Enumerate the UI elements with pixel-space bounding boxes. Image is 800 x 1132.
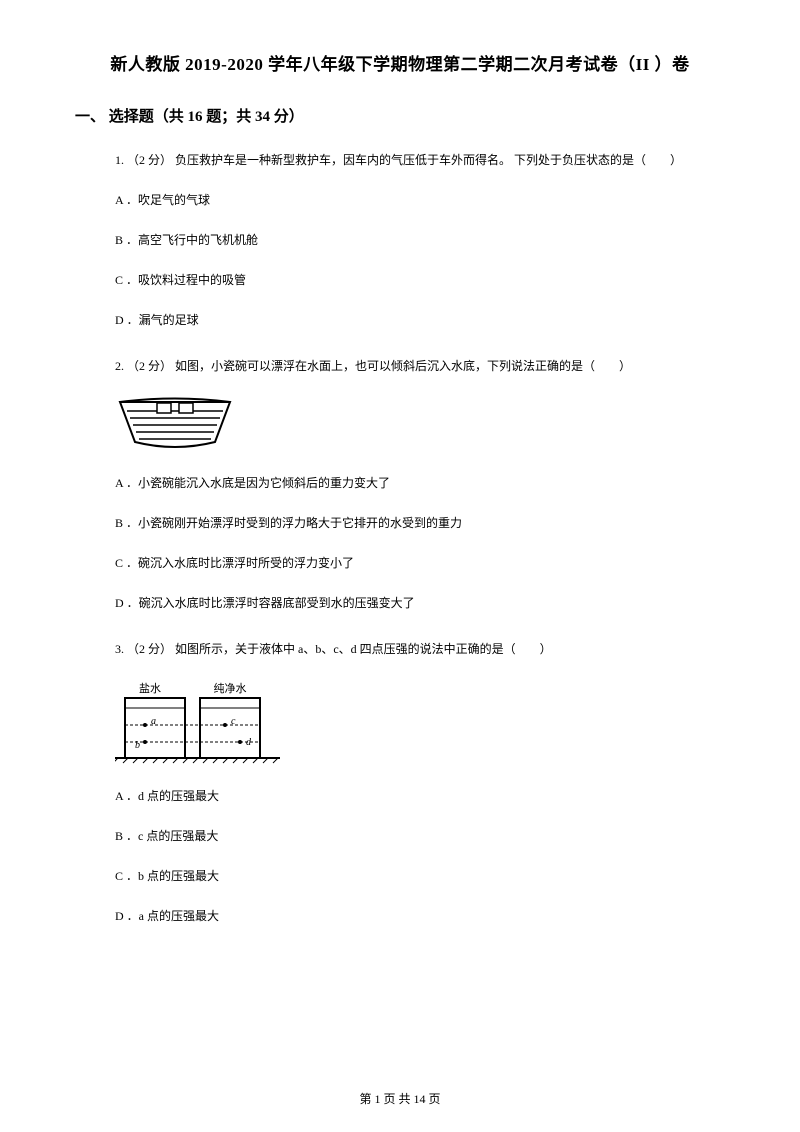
page-footer: 第 1 页 共 14 页 bbox=[0, 1090, 800, 1107]
option-d: D ．漏气的足球 bbox=[115, 311, 725, 329]
q-body: 如图所示，关于液体中 a、b、c、d 四点压强的说法中正确的是（ ） bbox=[175, 642, 552, 656]
svg-text:c: c bbox=[231, 716, 236, 727]
q-points: （2 分） bbox=[127, 642, 172, 656]
footer-prefix: 第 bbox=[359, 1092, 374, 1106]
q-points: （2 分） bbox=[127, 153, 172, 167]
option-b: B ．c 点的压强最大 bbox=[115, 827, 725, 845]
q-body: 如图，小瓷碗可以漂浮在水面上，也可以倾斜后沉入水底，下列说法正确的是（ ） bbox=[175, 359, 631, 373]
option-d: D ．a 点的压强最大 bbox=[115, 907, 725, 925]
question-3: 3. （2 分） 如图所示，关于液体中 a、b、c、d 四点压强的说法中正确的是… bbox=[75, 640, 725, 925]
option-a: A ．d 点的压强最大 bbox=[115, 787, 725, 805]
option-b: B ．小瓷碗刚开始漂浮时受到的浮力略大于它排开的水受到的重力 bbox=[115, 514, 725, 532]
question-1: 1. （2 分） 负压救护车是一种新型救护车，因车内的气压低于车外而得名。 下列… bbox=[75, 151, 725, 329]
footer-total: 14 bbox=[414, 1092, 426, 1106]
question-text: 2. （2 分） 如图，小瓷碗可以漂浮在水面上，也可以倾斜后沉入水底，下列说法正… bbox=[115, 357, 725, 375]
svg-text:b: b bbox=[135, 740, 140, 751]
svg-text:a: a bbox=[151, 716, 156, 727]
question-text: 1. （2 分） 负压救护车是一种新型救护车，因车内的气压低于车外而得名。 下列… bbox=[115, 151, 725, 169]
q-number: 2. bbox=[115, 359, 124, 373]
bowl-figure bbox=[115, 397, 725, 452]
section-header: 一、 选择题（共 16 题；共 34 分） bbox=[75, 105, 725, 126]
option-c: C ．吸饮料过程中的吸管 bbox=[115, 271, 725, 289]
q-number: 3. bbox=[115, 642, 124, 656]
option-c: C ．碗沉入水底时比漂浮时所受的浮力变小了 bbox=[115, 554, 725, 572]
label-right: 纯净水 bbox=[214, 681, 247, 695]
exam-title: 新人教版 2019-2020 学年八年级下学期物理第二学期二次月考试卷（II ）… bbox=[75, 50, 725, 75]
label-left: 盐水 bbox=[139, 682, 161, 695]
q-points: （2 分） bbox=[127, 359, 172, 373]
option-a: A ．小瓷碗能沉入水底是因为它倾斜后的重力变大了 bbox=[115, 474, 725, 492]
question-2: 2. （2 分） 如图，小瓷碗可以漂浮在水面上，也可以倾斜后沉入水底，下列说法正… bbox=[75, 357, 725, 612]
option-c: C ．b 点的压强最大 bbox=[115, 867, 725, 885]
option-b: B ．高空飞行中的飞机机舱 bbox=[115, 231, 725, 249]
option-a: A ．吹足气的气球 bbox=[115, 191, 725, 209]
containers-figure: 盐水 纯净水 bbox=[115, 680, 725, 765]
option-d: D ．碗沉入水底时比漂浮时容器底部受到水的压强变大了 bbox=[115, 594, 725, 612]
footer-middle: 页 共 bbox=[380, 1092, 413, 1106]
question-text: 3. （2 分） 如图所示，关于液体中 a、b、c、d 四点压强的说法中正确的是… bbox=[115, 640, 725, 658]
q-number: 1. bbox=[115, 153, 124, 167]
footer-suffix: 页 bbox=[426, 1092, 441, 1106]
q-body: 负压救护车是一种新型救护车，因车内的气压低于车外而得名。 下列处于负压状态的是（… bbox=[175, 153, 682, 167]
